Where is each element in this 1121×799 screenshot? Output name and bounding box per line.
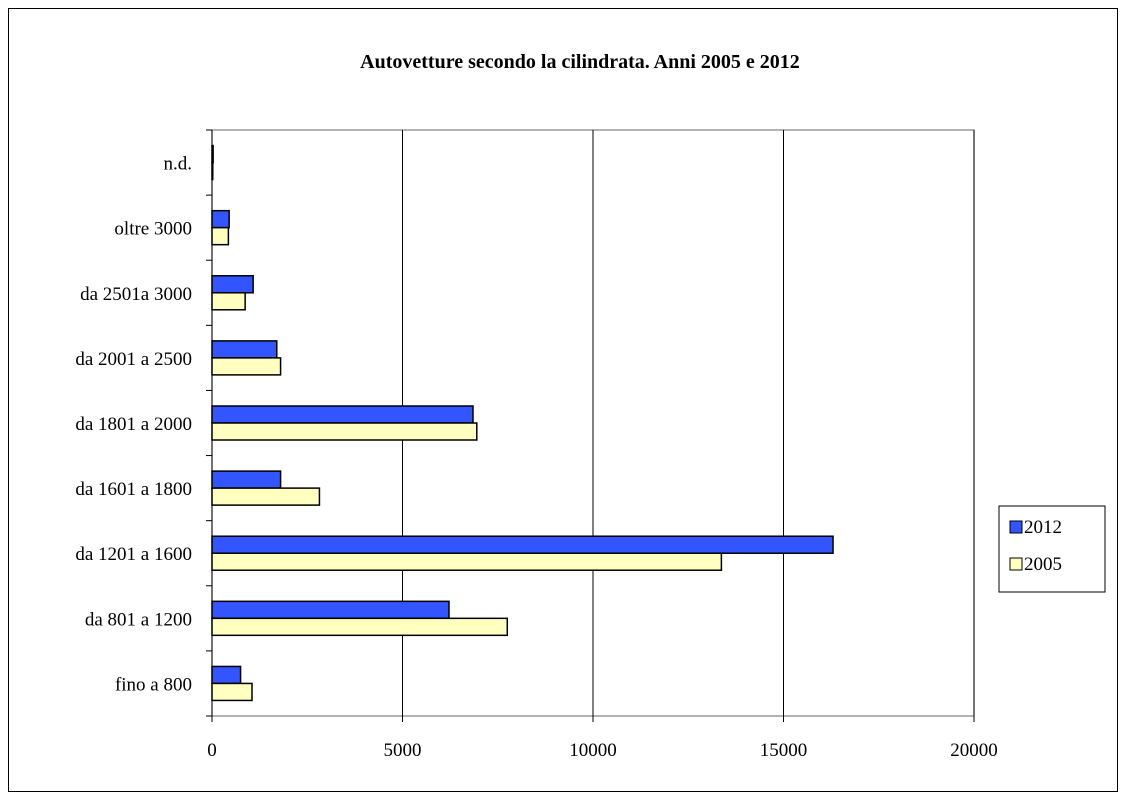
x-tick-labels: 0 5000 10000 15000 20000	[207, 740, 998, 761]
chart-title: Autovetture secondo la cilindrata. Anni …	[360, 51, 800, 73]
bar-2005	[211, 682, 253, 702]
category-label: oltre 3000	[114, 219, 192, 240]
category-label: fino a 800	[115, 674, 192, 695]
legend-label: 2012	[1024, 517, 1062, 538]
x-tick-label: 5000	[384, 740, 422, 761]
category-labels: fino a 800 da 801 a 1200 da 1201 a 1600 da …	[75, 154, 192, 696]
bar-2005	[211, 422, 478, 441]
category-label: da 1201 a 1600	[75, 544, 192, 565]
x-tick-label: 20000	[950, 740, 998, 761]
bar-2012	[211, 665, 242, 685]
category-label: da 2001 a 2500	[75, 349, 192, 370]
category-label: da 801 a 1200	[85, 609, 192, 630]
bars	[211, 144, 834, 702]
bar-2005	[211, 226, 230, 246]
axes	[206, 129, 975, 722]
bar-2012	[211, 600, 450, 620]
bar-2012	[211, 209, 230, 229]
legend-label: 2005	[1024, 554, 1062, 575]
bar-2005	[211, 617, 509, 637]
legend-swatch-2012	[1009, 520, 1023, 534]
x-tick-label: 15000	[760, 740, 808, 761]
bar-2005	[211, 357, 282, 376]
category-label: n.d.	[164, 154, 193, 175]
x-tick-label: 0	[207, 740, 217, 761]
x-tick-label: 10000	[569, 740, 617, 761]
bar-2005	[211, 487, 321, 506]
bar-2012	[211, 340, 278, 359]
bar-2012	[211, 275, 254, 294]
legend: 2012 2005	[998, 505, 1106, 593]
bar-2012	[211, 470, 282, 489]
category-label: da 1601 a 1800	[75, 479, 192, 500]
legend-swatch-2005	[1009, 557, 1023, 571]
bar-2005	[211, 552, 723, 571]
legend-box	[998, 505, 1106, 593]
category-label: da 1801 a 2000	[75, 414, 192, 435]
bar-2005	[211, 292, 246, 311]
bar-2012	[211, 405, 474, 424]
category-label: da 2501a 3000	[80, 284, 192, 305]
bar-2012	[211, 535, 834, 554]
